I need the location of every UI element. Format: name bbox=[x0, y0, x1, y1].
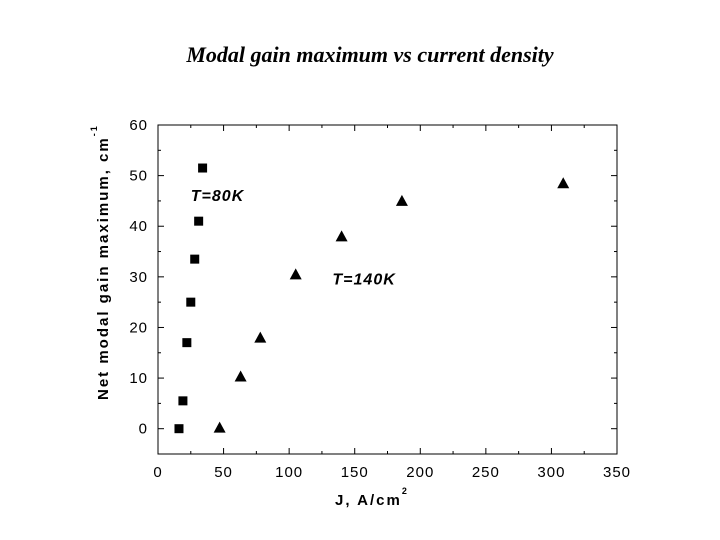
annotations: T=80K T=140K bbox=[191, 188, 396, 289]
square-marker bbox=[182, 338, 192, 348]
x-tick-label: 50 bbox=[214, 464, 233, 481]
y-tick-label: 30 bbox=[129, 269, 148, 286]
triangle-marker bbox=[289, 268, 302, 280]
triangle-marker bbox=[335, 230, 348, 242]
square-marker bbox=[178, 396, 188, 406]
series-annotation: T=80K bbox=[191, 188, 245, 205]
x-tick-label: 200 bbox=[406, 464, 434, 481]
x-tick-label: 100 bbox=[275, 464, 303, 481]
x-tick-label: 0 bbox=[153, 464, 162, 481]
plot-frame bbox=[157, 124, 618, 455]
triangle-marker bbox=[395, 194, 408, 206]
chart-title: Modal gain maximum vs current density bbox=[186, 42, 554, 67]
square-marker bbox=[198, 163, 208, 173]
x-axis-title-sup: 2 bbox=[402, 486, 409, 496]
x-tick-label: 250 bbox=[472, 464, 500, 481]
tick-labels: 0 50 100 150 200 250 300 350 0 10 20 30 40 50 60 bbox=[129, 117, 631, 481]
square-marker bbox=[194, 216, 204, 226]
y-tick-label: 20 bbox=[129, 319, 148, 336]
y-axis-title: Net modal gain maximum, cm-1 bbox=[89, 124, 112, 400]
data-points bbox=[174, 163, 570, 434]
series-annotation: T=140K bbox=[332, 271, 396, 288]
x-axis-title: J, A/cm2 bbox=[335, 486, 409, 509]
square-marker bbox=[190, 254, 200, 264]
triangle-marker bbox=[234, 370, 247, 382]
x-axis-title-base: J, A/cm bbox=[335, 492, 402, 509]
y-tick-label: 50 bbox=[129, 168, 148, 185]
triangle-marker bbox=[213, 421, 226, 433]
y-tick-label: 10 bbox=[129, 370, 148, 387]
triangle-marker bbox=[254, 331, 267, 343]
y-tick-label: 60 bbox=[129, 117, 148, 134]
y-axis-title-sup: -1 bbox=[89, 124, 99, 136]
y-tick-label: 0 bbox=[139, 421, 148, 438]
axis-ticks bbox=[157, 124, 618, 455]
x-tick-label: 150 bbox=[341, 464, 369, 481]
triangle-marker bbox=[557, 177, 570, 189]
square-marker bbox=[174, 424, 184, 434]
x-tick-label: 300 bbox=[537, 464, 565, 481]
y-axis-title-base: Net modal gain maximum, cm bbox=[95, 136, 112, 400]
y-tick-label: 40 bbox=[129, 218, 148, 235]
x-tick-label: 350 bbox=[603, 464, 631, 481]
square-marker bbox=[186, 297, 196, 307]
